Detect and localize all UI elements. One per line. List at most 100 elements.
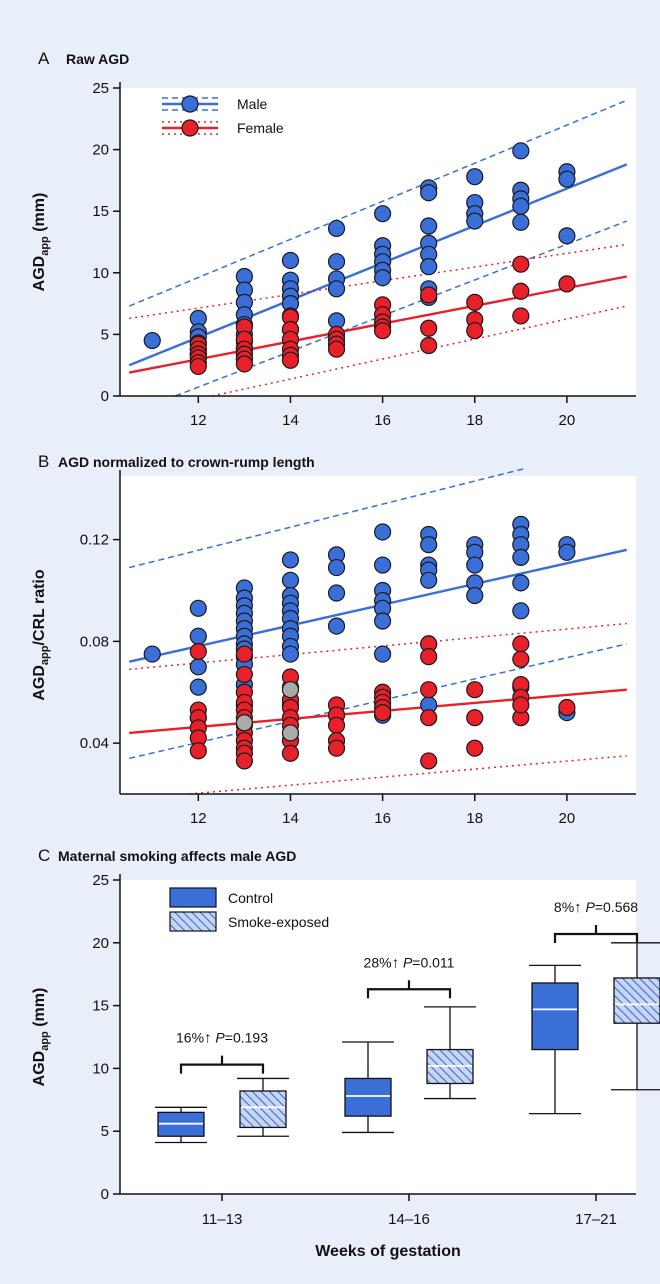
b-female-point bbox=[235, 645, 253, 663]
c-x-tick-label: 14–16 bbox=[388, 1211, 430, 1228]
a-y-tick-label: 15 bbox=[92, 203, 109, 220]
panel-c-title: Maternal smoking affects male AGD bbox=[58, 848, 296, 864]
c-legend-smoke-exposed-label: Smoke-exposed bbox=[228, 914, 329, 930]
a-female-point bbox=[235, 355, 253, 373]
a-y-tick-label: 0 bbox=[101, 388, 109, 405]
b-male-point bbox=[143, 645, 161, 663]
c-control-box bbox=[531, 982, 579, 1051]
a-male-point bbox=[558, 227, 576, 245]
a-y-axis-title: AGDapp (mm) bbox=[31, 193, 51, 292]
b-gray-point bbox=[281, 724, 300, 742]
c-y-tick-label: 15 bbox=[92, 998, 109, 1015]
b-male-point bbox=[327, 558, 346, 577]
a-male-point bbox=[420, 217, 438, 235]
b-gray-point bbox=[235, 714, 253, 732]
a-y-tick-label: 10 bbox=[92, 265, 109, 282]
b-male-point bbox=[281, 571, 300, 589]
a-x-tick-label: 14 bbox=[282, 412, 299, 429]
b-female-point bbox=[189, 742, 207, 760]
a-y-tick-label: 20 bbox=[92, 142, 109, 159]
b-male-point bbox=[374, 612, 392, 630]
a-legend-female-label: Female bbox=[237, 120, 284, 136]
b-female-point bbox=[420, 709, 438, 727]
b-male-point bbox=[374, 645, 392, 663]
b-female-point bbox=[327, 739, 346, 757]
c-smoke-exposed-box bbox=[239, 1090, 287, 1129]
b-x-tick-label: 16 bbox=[374, 810, 391, 827]
a-female-point bbox=[558, 275, 576, 293]
a-male-point bbox=[512, 142, 530, 160]
a-x-tick-label: 20 bbox=[559, 412, 576, 429]
c-control-box bbox=[344, 1077, 392, 1117]
a-male-point bbox=[420, 184, 438, 202]
b-female-point bbox=[281, 744, 300, 762]
b-female-point bbox=[512, 696, 530, 714]
b-female-point bbox=[558, 698, 576, 717]
a-male-point bbox=[512, 213, 530, 231]
a-legend-male-marker bbox=[181, 95, 199, 113]
c-x-axis-title: Weeks of gestation bbox=[315, 1243, 461, 1260]
c-y-axis-title: AGDapp (mm) bbox=[31, 988, 51, 1087]
b-x-tick-label: 12 bbox=[190, 810, 207, 827]
c-legend-control-swatch bbox=[169, 887, 217, 908]
a-male-point bbox=[327, 280, 346, 298]
b-male-point bbox=[374, 523, 392, 541]
a-female-point bbox=[281, 351, 300, 369]
a-female-point bbox=[327, 340, 346, 358]
b-x-tick-label: 20 bbox=[559, 810, 576, 827]
a-female-point bbox=[420, 319, 438, 337]
b-female-point bbox=[420, 681, 438, 699]
a-female-point bbox=[512, 307, 530, 325]
c-smoke-exposed-box bbox=[613, 977, 660, 1024]
a-legend-female-marker bbox=[181, 119, 199, 137]
b-male-point bbox=[327, 584, 346, 602]
b-male-point bbox=[281, 645, 300, 663]
c-y-tick-label: 20 bbox=[92, 935, 109, 952]
b-female-point bbox=[327, 716, 346, 734]
b-male-point bbox=[558, 543, 576, 561]
a-x-tick-label: 18 bbox=[466, 412, 483, 429]
panel-b-normalized-agd: 0.04 0.08 0.12 12 14 16 18 20 AGDapp/CRL ratio bbox=[31, 467, 636, 827]
a-female-point bbox=[189, 357, 207, 376]
b-x-tick-label: 18 bbox=[466, 810, 483, 827]
b-female-point bbox=[235, 752, 253, 770]
c-annotation-2: 8%↑ P=0.568 bbox=[554, 899, 638, 916]
a-male-point bbox=[466, 212, 484, 230]
b-female-point bbox=[420, 752, 438, 770]
a-male-point bbox=[281, 251, 300, 270]
a-male-point bbox=[143, 331, 161, 350]
a-male-point bbox=[327, 219, 346, 238]
a-y-tick-label: 25 bbox=[92, 80, 109, 97]
b-female-point bbox=[512, 635, 530, 653]
b-male-point bbox=[512, 602, 530, 620]
b-female-point bbox=[235, 665, 253, 684]
b-male-point bbox=[512, 548, 530, 567]
a-x-tick-label: 12 bbox=[190, 412, 207, 429]
a-x-tick-label: 16 bbox=[374, 412, 391, 429]
a-female-point bbox=[512, 282, 530, 300]
a-male-point bbox=[374, 205, 392, 223]
b-female-point bbox=[189, 642, 207, 661]
a-female-point bbox=[374, 322, 392, 340]
b-male-point bbox=[281, 551, 300, 569]
a-legend-male-label: Male bbox=[237, 96, 268, 112]
b-female-point bbox=[466, 739, 484, 757]
panel-c-maternal-smoking: 16%↑ P=0.193 28%↑ P=0.011 8%↑ P=0.568 0 5 10 1… bbox=[31, 872, 660, 1260]
b-male-point bbox=[420, 571, 438, 589]
c-y-tick-label: 25 bbox=[92, 872, 109, 889]
a-male-point bbox=[466, 168, 484, 186]
b-male-point bbox=[466, 556, 484, 574]
a-male-point bbox=[374, 269, 392, 287]
b-female-point bbox=[466, 681, 484, 699]
b-female-point bbox=[512, 650, 530, 668]
c-legend-smoke-exposed-swatch bbox=[169, 911, 217, 932]
a-male-point bbox=[327, 253, 346, 271]
a-female-point bbox=[420, 286, 438, 304]
c-y-tick-label: 10 bbox=[92, 1060, 109, 1077]
a-male-point bbox=[558, 170, 576, 188]
b-male-point bbox=[189, 599, 207, 617]
b-male-point bbox=[374, 556, 392, 574]
a-y-tick-label: 5 bbox=[101, 326, 109, 343]
b-male-point bbox=[512, 574, 530, 592]
